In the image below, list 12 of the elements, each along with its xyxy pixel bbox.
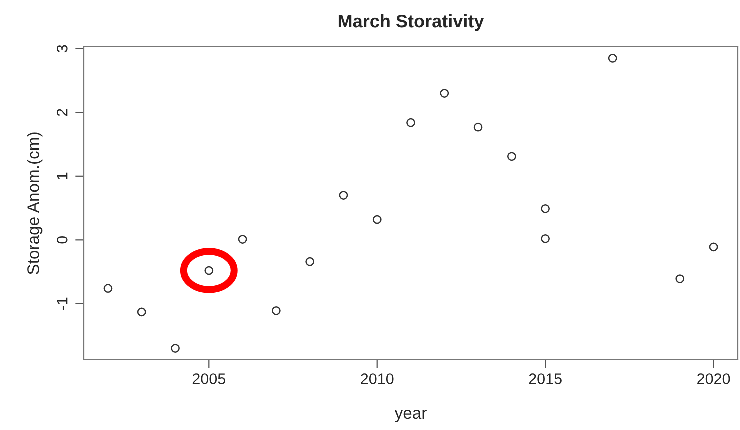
x-tick-label: 2005 [192,374,226,384]
y-tick-label: 0 [56,236,68,244]
chart-title: March Storativity [338,14,484,32]
y-tick-label: 1 [57,172,68,180]
x-tick-label: 2010 [361,374,394,384]
y-tick-label: 3 [56,45,68,53]
x-tick-label: 2020 [698,374,730,384]
y-axis-title: Storage Anom.(cm) [27,132,43,275]
y-tick-label: 2 [56,109,68,116]
x-axis-title: year [394,410,427,422]
y-tick-label: -1 [57,298,68,310]
x-tick-label: 2015 [529,374,562,384]
